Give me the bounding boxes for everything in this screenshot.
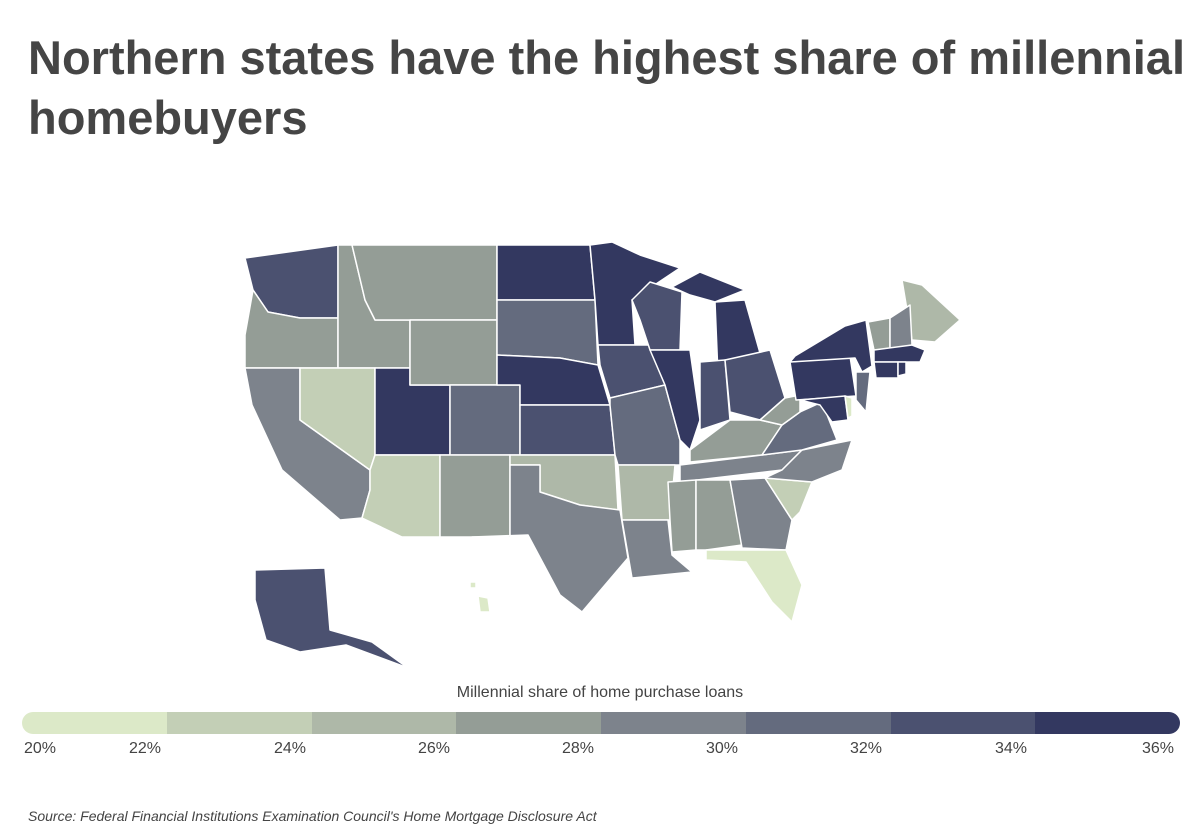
state-la: [621, 519, 693, 579]
state-shape: [844, 395, 853, 419]
state-shape: [789, 355, 857, 401]
state-shape: [449, 384, 521, 456]
state-co: [449, 384, 521, 456]
state-shape: [439, 454, 511, 538]
legend-swatch: [311, 712, 457, 734]
legend-swatch: [890, 712, 1036, 734]
state-shape: [409, 319, 498, 386]
legend-color-scale: [22, 712, 1180, 734]
state-ny: [789, 319, 873, 373]
legend-swatch: [166, 712, 312, 734]
legend-swatch: [1035, 712, 1180, 734]
state-nd: [496, 244, 596, 301]
state-tx: [471, 464, 629, 613]
legend-swatch: [601, 712, 746, 734]
state-ms: [667, 479, 697, 553]
state-shape: [671, 271, 746, 303]
state-shape: [519, 404, 616, 456]
legend-tick-label: 26%: [417, 740, 451, 757]
state-shape: [621, 519, 693, 579]
legend-tick-label: 36%: [1141, 740, 1175, 757]
state-shape: [789, 319, 873, 373]
state-shape: [873, 361, 899, 379]
state-shape: [889, 304, 913, 351]
state-al: [695, 479, 743, 551]
state-shape: [855, 371, 871, 413]
state-nm: [439, 454, 511, 538]
state-wy: [409, 319, 498, 386]
state-fl: [705, 549, 803, 623]
state-wv: [759, 394, 801, 426]
state-shape: [351, 244, 498, 321]
legend-swatch: [456, 712, 601, 734]
state-ct: [873, 361, 899, 379]
state-shape: [471, 464, 629, 613]
state-shape: [631, 281, 683, 351]
legend-swatch: [22, 712, 167, 734]
state-shape: [617, 464, 676, 521]
state-de: [844, 395, 853, 419]
state-pa: [789, 355, 857, 401]
state-ri: [897, 361, 907, 377]
state-ma: [873, 344, 926, 363]
legend-tick-label: 24%: [273, 740, 307, 757]
state-shape: [667, 479, 697, 553]
state-nj: [855, 371, 871, 413]
state-shape: [799, 395, 849, 423]
legend-title: Millennial share of home purchase loans: [456, 684, 744, 701]
state-az: [361, 454, 441, 538]
legend-tick-label: 28%: [561, 740, 595, 757]
state-shape: [254, 567, 409, 669]
state-shape: [867, 317, 891, 351]
legend-swatch: [745, 712, 891, 734]
state-md: [799, 395, 849, 423]
state-mt: [351, 244, 498, 321]
legend-tick-label: 34%: [994, 740, 1028, 757]
legend-tick-label: 20%: [23, 740, 57, 757]
state-ks: [519, 404, 616, 456]
state-shape: [361, 454, 441, 538]
state-hi: [469, 581, 491, 613]
state-shape: [873, 344, 926, 363]
state-shape: [477, 595, 491, 613]
state-nh: [889, 304, 913, 351]
state-vt: [867, 317, 891, 351]
state-shape: [759, 394, 801, 426]
legend-tick-label: 32%: [849, 740, 883, 757]
state-shape: [469, 581, 477, 589]
state-shape: [897, 361, 907, 377]
state-shape: [705, 549, 803, 623]
state-wi: [631, 281, 683, 351]
chart-title: Northern states have the highest share o…: [28, 31, 1186, 144]
state-shape: [695, 479, 743, 551]
source-note: Source: Federal Financial Institutions E…: [28, 808, 597, 824]
legend-tick-label: 22%: [128, 740, 162, 757]
state-ar: [617, 464, 676, 521]
legend-tick-label: 30%: [705, 740, 739, 757]
state-ak: [254, 567, 409, 669]
state-shape: [496, 244, 596, 301]
